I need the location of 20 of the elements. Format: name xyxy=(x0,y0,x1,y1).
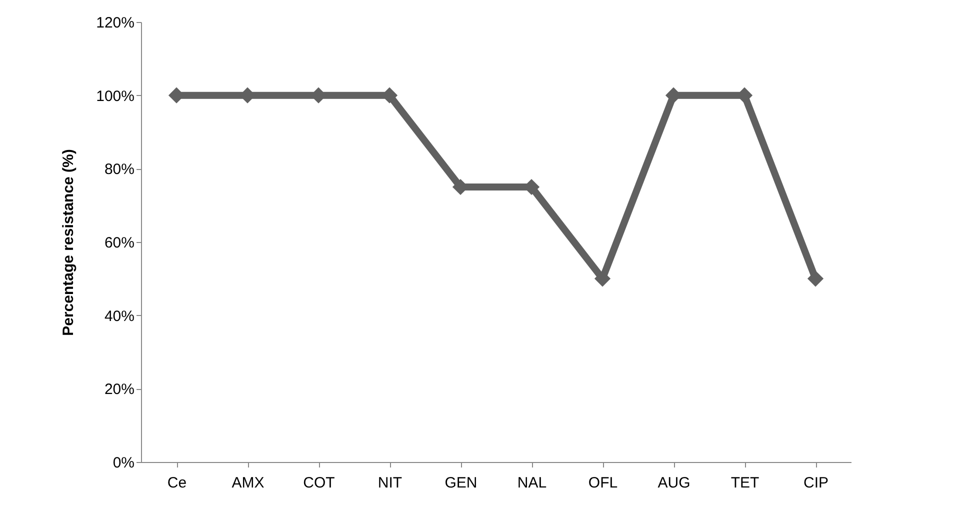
x-tick-label: Ce xyxy=(167,474,187,492)
x-tick-label: NAL xyxy=(517,474,547,492)
point xyxy=(807,270,824,287)
y-tick-label: 0% xyxy=(112,454,134,472)
y-tick-label: 80% xyxy=(104,161,134,178)
y-tick-label: 100% xyxy=(96,88,134,105)
x-tick-label: NIT xyxy=(378,474,402,492)
x-tick-label: AMX xyxy=(232,474,264,492)
point xyxy=(594,270,611,287)
y-tick-label: 20% xyxy=(104,381,134,398)
y-tick-label: 40% xyxy=(104,308,134,325)
x-tick-label: AUG xyxy=(658,474,690,492)
x-tick-label: CIP xyxy=(803,474,829,492)
y-axis-title: Percentage resistance (%) xyxy=(60,149,78,336)
x-tick-label: GEN xyxy=(444,474,478,492)
x-tick-label: TET xyxy=(730,474,760,492)
x-tick-label: OFL xyxy=(588,474,618,492)
x-tick-label: COT xyxy=(303,474,335,492)
y-tick-label: 60% xyxy=(104,234,134,252)
y-tick-label: 120% xyxy=(96,14,134,32)
